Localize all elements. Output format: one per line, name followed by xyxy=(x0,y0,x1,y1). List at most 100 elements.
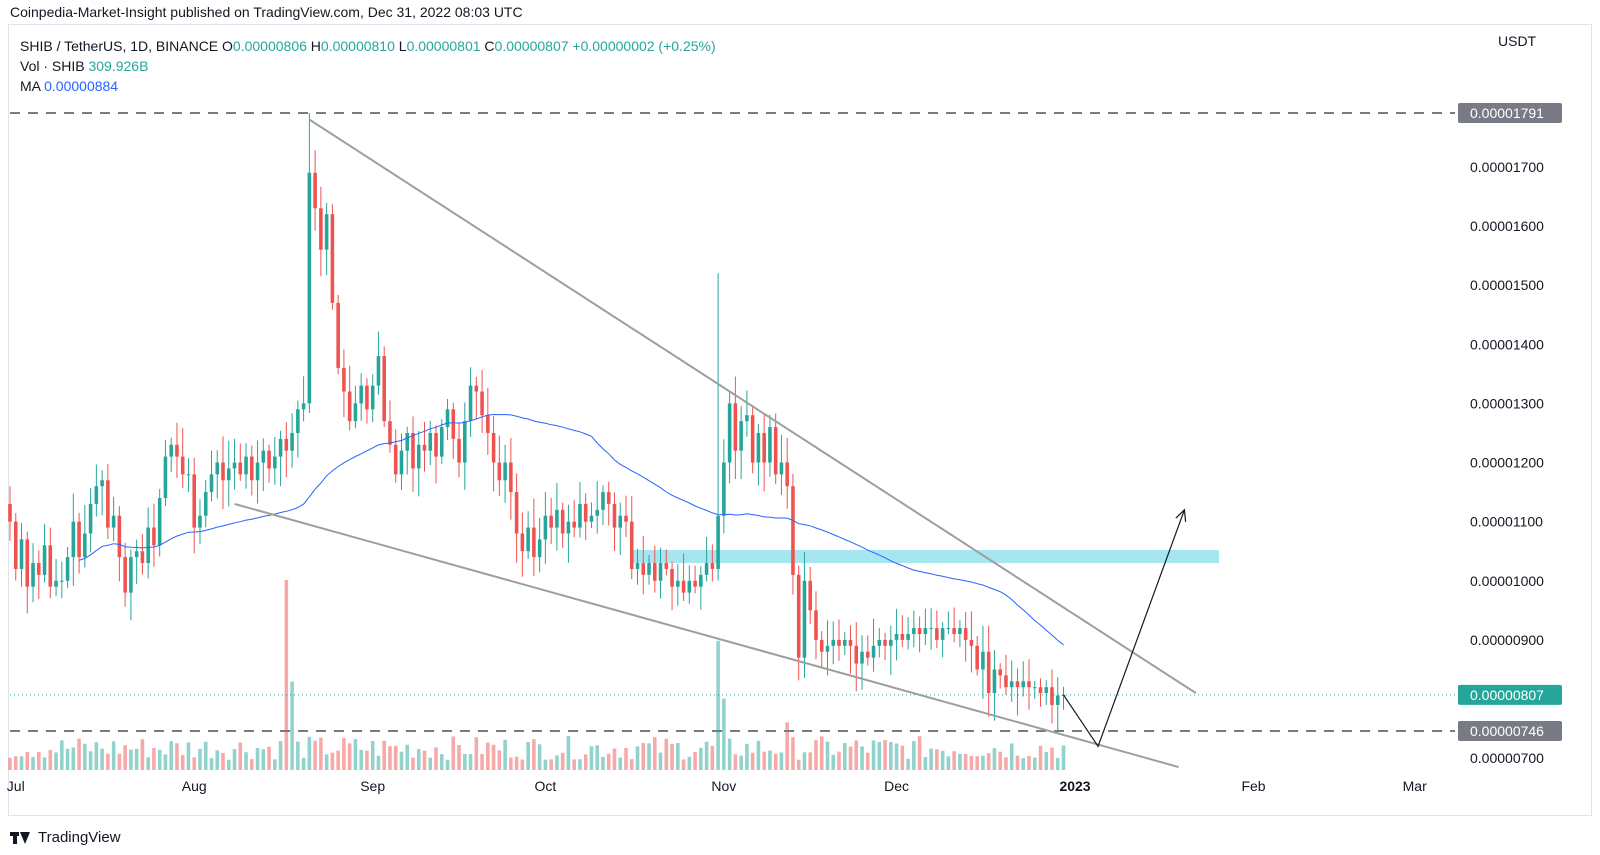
volume-bar xyxy=(94,742,99,770)
volume-bar xyxy=(365,750,369,770)
candle-body xyxy=(111,515,116,528)
candle-body xyxy=(819,639,824,652)
candle-body xyxy=(578,503,582,528)
candle-body xyxy=(894,634,899,640)
y-tick-label: 0.00001400 xyxy=(1470,336,1544,352)
volume-bar xyxy=(215,750,220,770)
candle-body xyxy=(837,639,841,646)
volume-bar xyxy=(468,754,473,770)
volume-bar xyxy=(1021,758,1026,770)
volume-bar xyxy=(750,752,755,770)
volume-bar xyxy=(497,750,502,770)
candle-body xyxy=(514,492,519,534)
candle-body xyxy=(192,474,197,528)
volume-bar xyxy=(1009,743,1014,770)
candle-body xyxy=(129,557,133,593)
y-tick-label: 0.00001200 xyxy=(1470,455,1544,471)
candle-body xyxy=(940,628,945,640)
volume-bar xyxy=(48,749,53,770)
volume-bar xyxy=(894,743,899,770)
candle-body xyxy=(854,645,859,664)
open-label: O xyxy=(222,38,233,54)
footer-brand[interactable]: TradingView xyxy=(10,829,121,846)
candle-body xyxy=(8,503,12,522)
volume-bar xyxy=(347,743,352,770)
volume-bar xyxy=(583,754,588,770)
candle-body xyxy=(860,651,864,664)
symbol-label[interactable]: SHIB / TetherUS, 1D, BINANCE xyxy=(20,38,219,54)
volume-bar xyxy=(848,746,853,770)
candle-body xyxy=(54,580,58,587)
volume-bar xyxy=(606,753,611,770)
candle-body xyxy=(284,438,289,451)
volume-bar xyxy=(566,736,571,770)
candle-body xyxy=(658,563,663,581)
candle-body xyxy=(606,492,611,504)
moving-average-line xyxy=(78,413,1064,646)
candle-body xyxy=(785,462,789,487)
candle-body xyxy=(451,409,456,439)
candle-body xyxy=(842,639,847,646)
x-tick-label: Feb xyxy=(1241,778,1265,794)
candle-body xyxy=(411,432,415,469)
high-label: H xyxy=(310,38,321,54)
candle-body xyxy=(969,639,974,646)
volume-bar xyxy=(958,753,962,770)
volume-bar xyxy=(111,741,116,770)
x-tick-label: Oct xyxy=(535,778,557,794)
candle-body xyxy=(428,432,433,451)
volume-bar xyxy=(209,758,214,770)
volume-bar xyxy=(290,681,294,770)
candle-body xyxy=(532,527,536,558)
candle-body xyxy=(65,557,70,581)
candle-body xyxy=(221,462,225,481)
volume-bar xyxy=(773,753,778,770)
candle-body xyxy=(215,462,220,475)
volume-value: 309.926B xyxy=(88,58,149,74)
volume-bar xyxy=(203,741,208,770)
volume-bar xyxy=(549,759,553,770)
volume-bar xyxy=(866,752,870,770)
candle-body xyxy=(255,462,260,481)
candle-body xyxy=(261,450,266,463)
volume-bar xyxy=(831,754,836,770)
volume-bar xyxy=(129,749,133,770)
volume-layer xyxy=(8,580,1066,770)
candle-body xyxy=(710,563,715,569)
candle-body xyxy=(929,628,933,630)
volume-bar xyxy=(140,739,145,770)
candle-body xyxy=(722,462,726,516)
volume-bar xyxy=(975,756,979,770)
candle-body xyxy=(169,444,173,457)
candle-body xyxy=(468,385,473,422)
price-badge xyxy=(1458,720,1562,741)
volume-bar xyxy=(986,753,991,770)
volume-bar xyxy=(819,736,824,770)
candle-body xyxy=(1009,681,1014,688)
candle-body xyxy=(796,574,801,658)
candle-body xyxy=(474,385,479,392)
candle-body xyxy=(163,456,168,498)
volume-label[interactable]: Vol · SHIB xyxy=(20,58,85,74)
wedge-upper-trendline xyxy=(308,118,1197,694)
candle-body xyxy=(198,515,202,528)
volume-bar xyxy=(514,756,519,770)
volume-bar xyxy=(791,737,795,770)
candle-body xyxy=(238,462,243,475)
legend-ohlc-row: SHIB / TetherUS, 1D, BINANCE O0.00000806… xyxy=(20,36,716,56)
candle-body xyxy=(382,356,386,422)
candle-body xyxy=(134,551,139,558)
volume-bar xyxy=(664,738,669,770)
candle-body xyxy=(676,580,680,587)
candle-body xyxy=(83,533,87,558)
volume-bar xyxy=(652,737,657,770)
candle-body xyxy=(687,580,692,593)
ma-label[interactable]: MA xyxy=(20,78,41,94)
open-value: 0.00000806 xyxy=(232,38,307,54)
candle-body xyxy=(359,385,363,404)
candle-body xyxy=(871,645,876,658)
volume-bar xyxy=(296,741,300,770)
candle-body xyxy=(727,403,732,463)
candle-body xyxy=(370,385,375,410)
